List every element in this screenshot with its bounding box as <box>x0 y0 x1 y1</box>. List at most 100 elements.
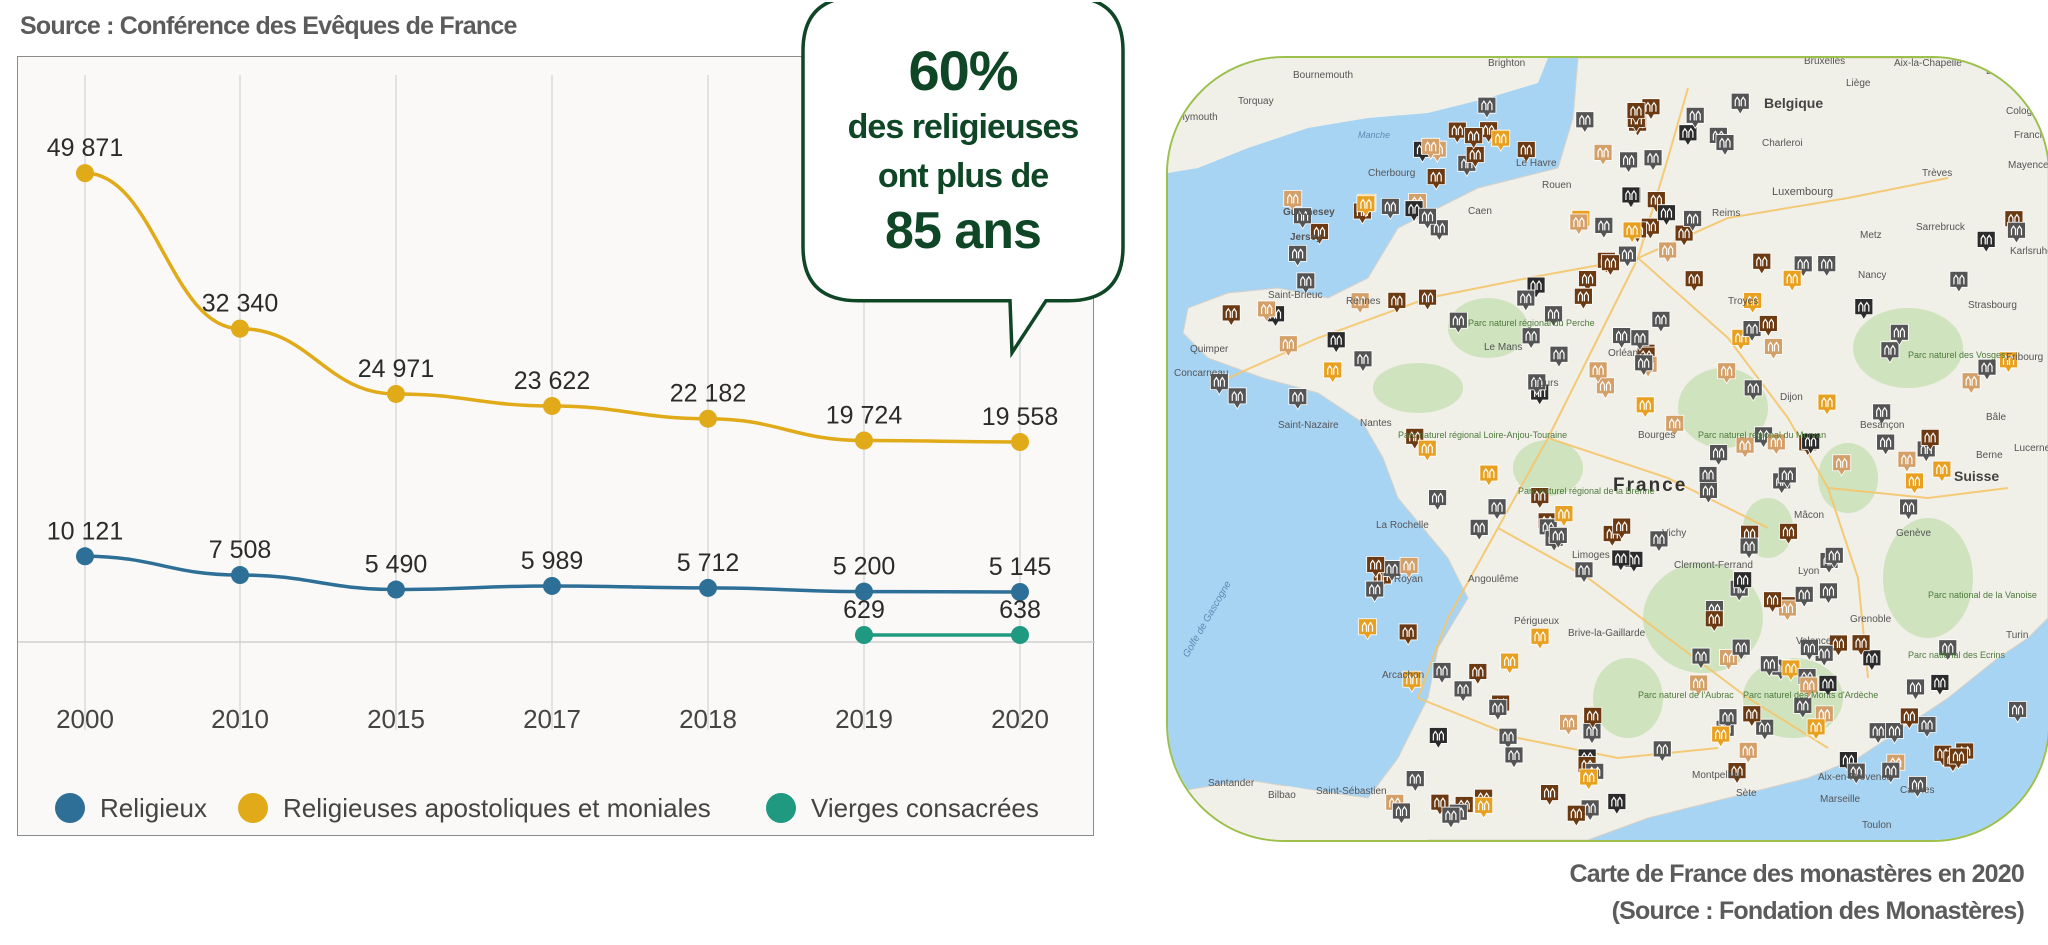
church-glyph-icon <box>1901 454 1913 465</box>
church-glyph-icon <box>1645 101 1657 112</box>
map-label-lucerne: Lucerne <box>2014 443 2048 454</box>
church-glyph-icon <box>1746 323 1758 334</box>
church-glyph-icon <box>1737 574 1749 585</box>
church-glyph-icon <box>1744 528 1756 539</box>
monastery-map: France Belgique Luxembourg Suisse Guerne… <box>1166 56 2048 842</box>
map-label-bilbao: Bilbao <box>1268 790 1296 801</box>
church-glyph-icon <box>1432 730 1444 741</box>
map-label-ardeche: Parc naturel des Monts d'Ardèche <box>1743 690 1878 700</box>
map-label-saint-nazaire: Saint-Nazaire <box>1278 420 1339 431</box>
church-glyph-icon <box>1472 666 1484 677</box>
church-glyph-icon <box>1579 114 1591 125</box>
church-glyph-icon <box>1866 652 1878 663</box>
church-glyph-icon <box>1803 642 1815 653</box>
church-glyph-icon <box>1483 467 1495 479</box>
church-glyph-icon <box>1370 559 1382 570</box>
map-label-vosges: Parc naturel des Vosges <box>1908 350 2006 360</box>
map-label-plymouth: Plymouth <box>1176 112 1218 123</box>
england-coast <box>1168 58 1548 173</box>
church-glyph-icon <box>1451 125 1463 136</box>
monastery-markers <box>1209 92 2028 829</box>
church-glyph-icon <box>1634 332 1646 343</box>
x-tick-label: 2000 <box>56 704 114 734</box>
church-glyph-icon <box>1660 207 1673 218</box>
map-label-le-havre: Le Havre <box>1516 158 1557 169</box>
church-glyph-icon <box>1213 376 1225 387</box>
church-glyph-icon <box>1880 437 1892 448</box>
x-tick-label: 2018 <box>679 704 737 734</box>
church-glyph-icon <box>1531 376 1543 387</box>
church-glyph-icon <box>1430 171 1442 182</box>
church-glyph-icon <box>1756 256 1768 267</box>
church-glyph-icon <box>1747 295 1759 306</box>
church-glyph-icon <box>1739 440 1751 451</box>
church-glyph-icon <box>1818 648 1830 659</box>
map-label-cannes: Cannes <box>1900 785 1934 796</box>
church-glyph-icon <box>1721 365 1733 376</box>
church-glyph-icon <box>1327 364 1339 375</box>
map-labels: France Belgique Luxembourg Suisse Guerne… <box>1174 58 2048 831</box>
church-glyph-icon <box>1292 391 1304 402</box>
church-glyph-icon <box>1662 244 1674 256</box>
church-glyph-icon <box>1953 274 1965 285</box>
map-label-brive: Brive-la-Gaillarde <box>1568 628 1646 639</box>
church-glyph-icon <box>1888 725 1901 736</box>
data-point <box>387 580 405 599</box>
church-glyph-icon <box>1734 96 1746 107</box>
church-glyph-icon <box>1908 475 1921 486</box>
church-glyph-icon <box>1431 492 1444 503</box>
church-glyph-icon <box>1855 637 1867 648</box>
church-glyph-icon <box>1797 700 1809 711</box>
church-glyph-icon <box>1354 295 1366 306</box>
church-glyph-icon <box>1300 275 1312 286</box>
data-label: 638 <box>999 596 1041 624</box>
map-label-cologne: Cologne <box>2006 106 2044 117</box>
map-label-ecrins: Parc national des Ecrins <box>1908 650 2006 660</box>
church-glyph-icon <box>1231 390 1243 401</box>
data-label: 19 558 <box>982 403 1058 431</box>
map-label-treves: Trèves <box>1922 168 1952 179</box>
church-glyph-icon <box>1821 258 1833 269</box>
church-glyph-icon <box>1402 626 1414 637</box>
data-label: 5 145 <box>989 553 1052 581</box>
data-point <box>231 566 249 585</box>
map-label-royan: Royan <box>1394 574 1423 585</box>
map-label-angouleme: Angoulême <box>1468 574 1519 585</box>
church-glyph-icon <box>1547 308 1560 319</box>
data-label: 49 871 <box>47 134 123 162</box>
chart-canvas: 49 871 32 340 24 971 23 622 22 182 19 724 19 5… <box>18 75 1095 823</box>
map-label-grenoble: Grenoble <box>1850 614 1892 625</box>
map-label-perche: Parc naturel régional du Perche <box>1468 318 1595 328</box>
data-point <box>699 578 717 597</box>
map-label-karlsruhe: Karlsruhe <box>2010 246 2048 257</box>
church-glyph-icon <box>1581 273 1594 284</box>
church-glyph-icon <box>1384 201 1396 212</box>
map-label-bournemouth: Bournemouth <box>1293 70 1353 81</box>
church-glyph-icon <box>1842 754 1855 765</box>
church-glyph-icon <box>1578 564 1590 575</box>
church-glyph-icon <box>1876 406 1888 417</box>
church-glyph-icon <box>1638 357 1650 368</box>
callout-text: 60% des religieuses ont plus de 85 ans <box>800 40 1126 262</box>
church-glyph-icon <box>1478 800 1490 811</box>
callout-line3: 85 ans <box>885 202 1042 260</box>
map-label-tours: Tours <box>1534 378 1558 389</box>
church-glyph-icon <box>1570 808 1582 819</box>
map-label-strasbourg: Strasbourg <box>1968 300 2017 311</box>
stat-callout: 60% des religieuses ont plus de 85 ans <box>800 2 1126 362</box>
map-label-fribourg: Fribourg <box>2006 352 2043 363</box>
map-label-sete: Sète <box>1736 788 1757 799</box>
map-label-arcachon: Arcachon <box>1382 670 1424 681</box>
church-glyph-icon <box>1810 721 1822 732</box>
map-label-valence: Valence <box>1796 636 1832 647</box>
church-glyph-icon <box>1903 501 1915 512</box>
map-label-geneve: Genève <box>1896 528 1931 539</box>
map-label-le-mans: Le Mans <box>1484 342 1522 353</box>
church-glyph-icon <box>1693 677 1705 688</box>
map-label-quimper: Quimper <box>1190 344 1229 355</box>
map-label-saint-brieuc: Saint-Brieuc <box>1268 290 1322 301</box>
church-glyph-icon <box>1625 189 1637 200</box>
church-glyph-icon <box>2010 225 2023 236</box>
church-glyph-icon <box>1468 130 1480 141</box>
map-label-liege: Liège <box>1846 78 1871 89</box>
